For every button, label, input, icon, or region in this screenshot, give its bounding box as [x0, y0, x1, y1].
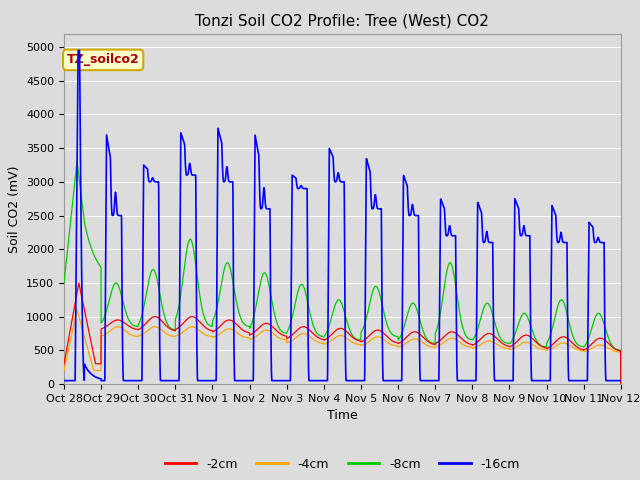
X-axis label: Time: Time: [327, 409, 358, 422]
Title: Tonzi Soil CO2 Profile: Tree (West) CO2: Tonzi Soil CO2 Profile: Tree (West) CO2: [195, 13, 490, 28]
Legend: -2cm, -4cm, -8cm, -16cm: -2cm, -4cm, -8cm, -16cm: [160, 453, 525, 476]
Y-axis label: Soil CO2 (mV): Soil CO2 (mV): [8, 165, 20, 252]
Text: TZ_soilco2: TZ_soilco2: [67, 53, 140, 66]
